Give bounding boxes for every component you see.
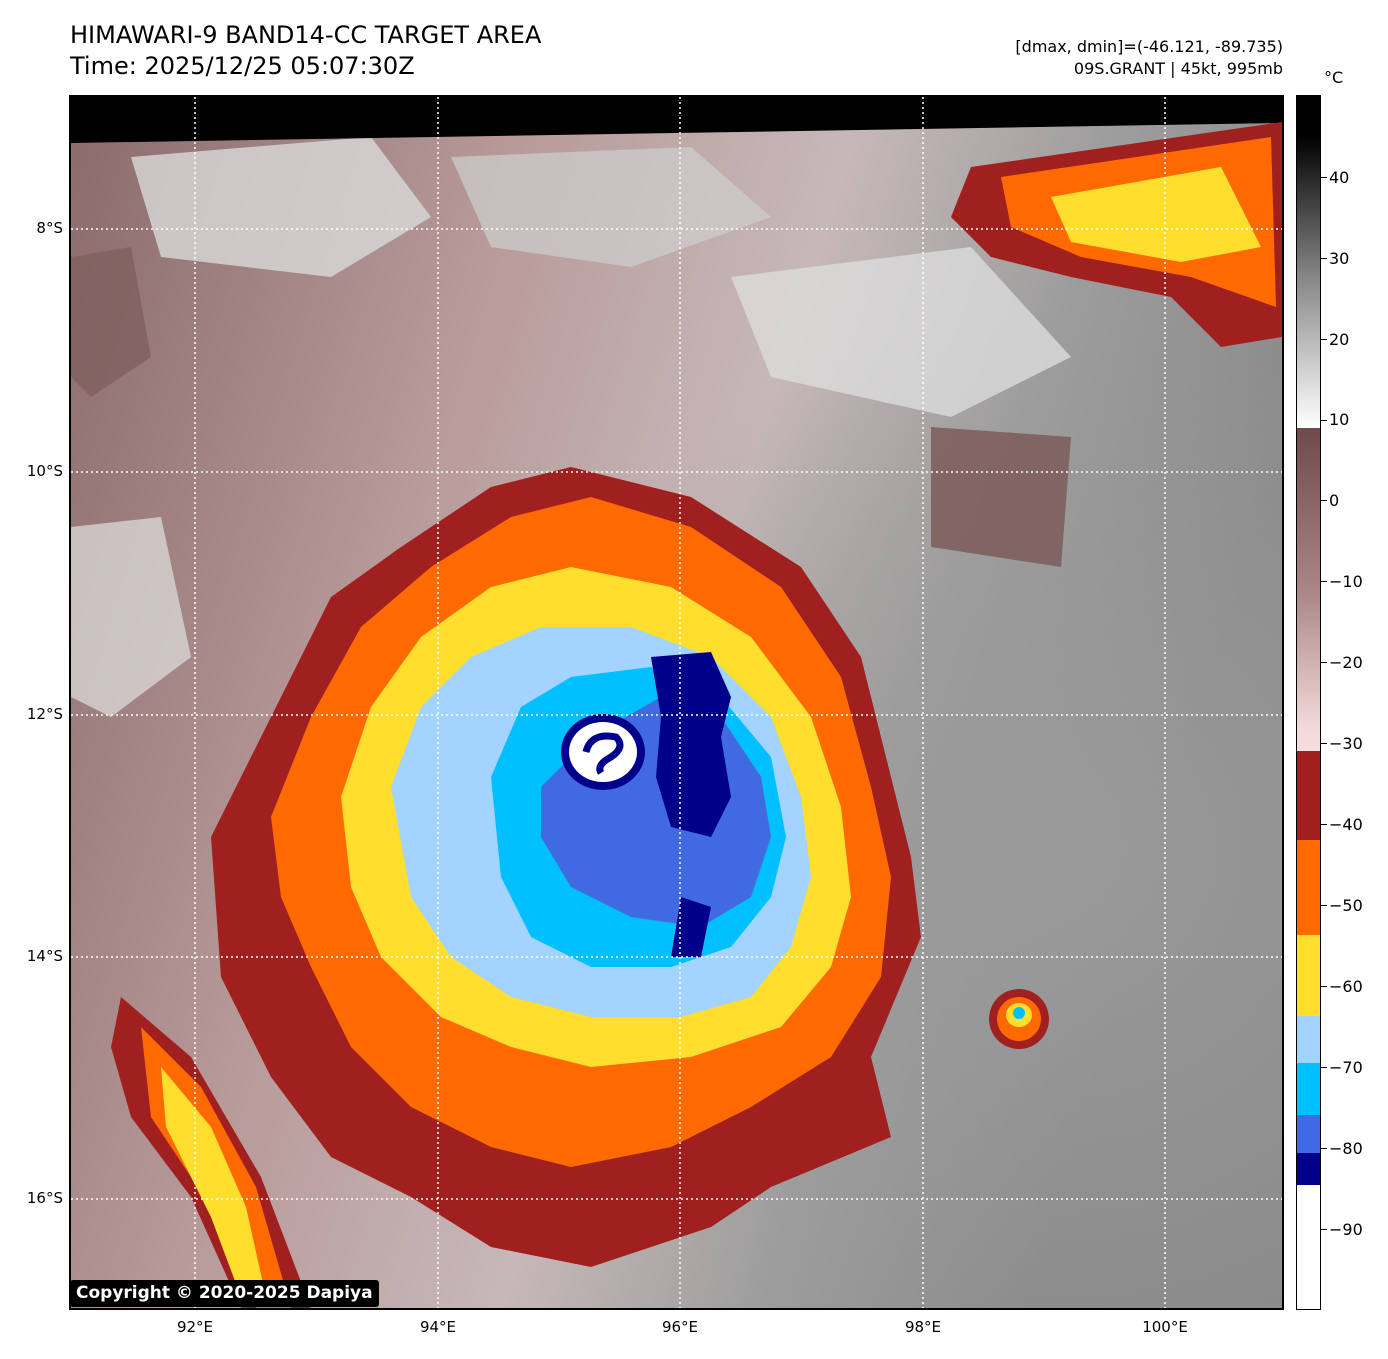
colorbar-label: 20 (1329, 330, 1350, 349)
colorbar-tick (1321, 986, 1327, 987)
colorbar-label: −60 (1329, 977, 1363, 996)
colorbar-label: 40 (1329, 168, 1350, 187)
colorbar-tick (1321, 1229, 1327, 1230)
lon-label-92e: 92°E (176, 1318, 214, 1336)
colorbar-tick (1321, 581, 1327, 582)
colorbar-tick (1321, 177, 1327, 178)
lat-label-12s: 12°S (26, 705, 63, 723)
colorbar-tick (1321, 662, 1327, 663)
colorbar-tick (1321, 339, 1327, 340)
colorbar-label: −40 (1329, 815, 1363, 834)
timestamp: Time: 2025/12/25 05:07:30Z (70, 52, 415, 80)
copyright-badge: Copyright © 2020-2025 Dapiya (70, 1280, 379, 1307)
colorbar-tick (1321, 420, 1327, 421)
lon-label-100e: 100°E (1142, 1318, 1188, 1336)
chart-title: HIMAWARI-9 BAND14-CC TARGET AREA (70, 21, 542, 49)
colorbar-tick (1321, 905, 1327, 906)
colorbar-tick (1321, 1148, 1327, 1149)
lat-label-14s: 14°S (26, 947, 63, 965)
colorbar-label: −90 (1329, 1220, 1363, 1239)
lat-label-16s: 16°S (26, 1189, 63, 1207)
colorbar-label: −20 (1329, 653, 1363, 672)
colorbar-tick (1321, 258, 1327, 259)
lat-label-8s: 8°S (36, 219, 63, 237)
colorbar-gradient (1297, 96, 1320, 1309)
storm-info: 09S.GRANT | 45kt, 995mb (1073, 59, 1283, 78)
lon-label-96e: 96°E (661, 1318, 699, 1336)
colorbar-label: −80 (1329, 1139, 1363, 1158)
colorbar-label: −10 (1329, 572, 1363, 591)
satellite-image (69, 95, 1284, 1310)
colorbar-label: −50 (1329, 896, 1363, 915)
colorbar-tick (1321, 743, 1327, 744)
colorbar-tick (1321, 500, 1327, 501)
colorbar-label: −70 (1329, 1058, 1363, 1077)
colorbar-label: 30 (1329, 249, 1350, 268)
colorbar-tick (1321, 1067, 1327, 1068)
colorbar-tick (1321, 824, 1327, 825)
colorbar (1296, 95, 1321, 1310)
infrared-imagery (71, 97, 1282, 1308)
lat-label-10s: 10°S (26, 462, 63, 480)
lon-label-94e: 94°E (419, 1318, 457, 1336)
colorbar-label: −30 (1329, 734, 1363, 753)
dmax-dmin-readout: [dmax, dmin]=(-46.121, -89.735) (1015, 37, 1283, 56)
colorbar-label: 10 (1329, 410, 1350, 429)
lon-label-98e: 98°E (904, 1318, 942, 1336)
colorbar-label: 0 (1329, 491, 1340, 510)
colorbar-unit: °C (1324, 68, 1344, 87)
